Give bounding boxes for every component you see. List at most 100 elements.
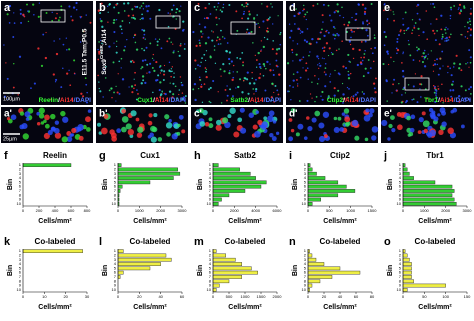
cell-dot — [366, 19, 369, 22]
y-tick-label: 10 — [397, 201, 402, 206]
cell-dot — [347, 53, 350, 57]
bar — [117, 184, 123, 189]
cell-dot — [452, 80, 455, 83]
cell-dot — [220, 43, 222, 45]
bar — [117, 189, 121, 193]
cell-dot — [146, 63, 149, 66]
cell-dot — [364, 67, 367, 70]
zoom-cell — [157, 137, 163, 142]
x-tick-label: 0 — [117, 208, 120, 213]
cell-dot — [131, 91, 134, 94]
bar — [117, 171, 181, 176]
zoom-cell — [452, 107, 458, 113]
panel-label: h — [194, 150, 201, 162]
cell-dot — [141, 13, 143, 16]
cell-dot — [121, 32, 123, 35]
cell-dot — [416, 12, 419, 15]
zoom-cell — [343, 108, 350, 114]
y-axis-label: Bin — [7, 179, 14, 190]
stain-part: / — [438, 97, 440, 104]
cell-dot — [242, 61, 244, 64]
zoom-cell — [257, 119, 263, 126]
bar — [212, 275, 242, 279]
zoom-cell — [10, 114, 17, 120]
cell-dot — [27, 20, 30, 23]
zoom-cell — [181, 129, 186, 134]
cell-dot — [131, 59, 134, 62]
cell-dot — [463, 5, 466, 8]
cell-dot — [426, 38, 429, 41]
cell-dot — [468, 98, 471, 101]
x-tick-label: 0 — [307, 208, 310, 213]
cell-dot — [156, 40, 159, 43]
cell-dot — [309, 51, 311, 53]
cell-dot — [79, 15, 81, 18]
x-tick-label: 40 — [338, 294, 343, 299]
cell-dot — [374, 46, 377, 49]
bar — [402, 283, 446, 288]
y-tick-label: 2 — [19, 253, 22, 258]
cell-dot — [430, 50, 432, 52]
cell-dot — [98, 87, 100, 90]
cell-dot — [386, 18, 389, 20]
cell-dot — [386, 50, 389, 53]
y-tick-label: 7 — [114, 188, 117, 193]
bar — [307, 262, 325, 266]
y-tick-label: 6 — [399, 184, 402, 189]
cell-dot — [141, 75, 145, 78]
y-tick-label: 8 — [114, 278, 117, 283]
cell-dot — [318, 37, 321, 40]
cell-dot — [123, 49, 126, 52]
cell-dot — [315, 96, 318, 98]
chart-title: Reelin — [43, 151, 67, 160]
cell-dot — [400, 101, 403, 104]
x-tick-label: 400 — [52, 208, 59, 213]
cell-dot — [390, 9, 392, 11]
y-tick-label: 2 — [304, 167, 307, 172]
zoom-cell — [433, 116, 439, 122]
zoom-cell — [153, 113, 158, 118]
zoom-cell — [288, 136, 294, 142]
cell-dot — [333, 87, 336, 90]
zoom-cell — [77, 124, 84, 131]
cell-dot — [200, 61, 202, 64]
cell-dot — [411, 29, 414, 31]
cell-dot — [142, 8, 145, 10]
cell-dot — [457, 95, 461, 98]
zoom-cell — [371, 126, 379, 133]
cell-dot — [204, 6, 207, 10]
cell-dot — [170, 75, 172, 78]
cell-dot — [247, 92, 250, 95]
cell-dot — [153, 69, 156, 72]
zoom-cell — [199, 121, 206, 127]
cell-dot — [221, 36, 224, 38]
bar — [212, 253, 227, 258]
zoom-cell — [409, 127, 415, 133]
y-tick-label: 10 — [17, 287, 22, 292]
cell-dot — [117, 73, 119, 75]
cell-dot — [123, 10, 126, 12]
cell-dot — [307, 78, 309, 80]
cell-dot — [242, 79, 245, 82]
cell-dot — [118, 60, 121, 63]
cell-dot — [166, 40, 169, 43]
cell-dot — [417, 27, 420, 30]
zoom-cell — [54, 120, 60, 125]
cell-dot — [426, 97, 429, 100]
cell-dot — [65, 48, 68, 51]
cell-dot — [423, 65, 427, 68]
cell-dot — [71, 98, 73, 101]
cell-dot — [327, 96, 330, 99]
cell-dot — [85, 14, 87, 16]
cell-dot — [469, 20, 471, 23]
bar — [307, 163, 311, 167]
zoom-cell — [427, 132, 433, 138]
x-tick-label: 3000 — [178, 208, 188, 213]
cell-dot — [183, 48, 186, 50]
zoom-cell — [148, 113, 153, 118]
cell-dot — [112, 21, 115, 24]
cell-dot — [458, 7, 460, 9]
cell-dot — [246, 5, 248, 8]
cell-dot — [338, 48, 340, 50]
cell-dot — [115, 51, 118, 54]
